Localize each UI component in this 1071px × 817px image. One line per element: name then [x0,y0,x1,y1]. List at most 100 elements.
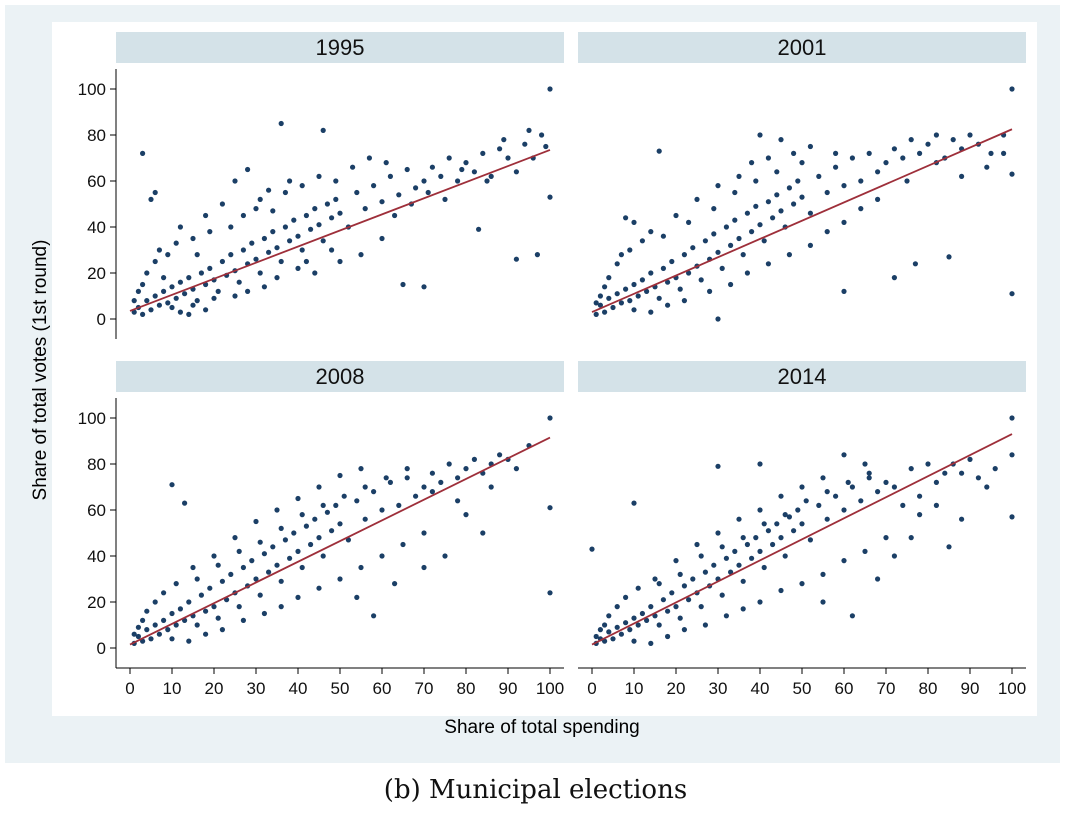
data-point [992,466,998,472]
data-point [140,281,146,288]
data-point [858,206,864,212]
data-point [333,502,339,508]
data-point [144,270,150,276]
data-point [438,479,444,485]
data-point [413,185,419,191]
data-point [1009,514,1015,520]
data-point [312,516,318,522]
data-point [753,178,759,184]
data-point [686,597,692,603]
y-tick-label: 100 [78,409,106,428]
data-point [131,298,137,304]
data-point [908,535,914,541]
data-point [295,233,301,239]
data-point [719,592,725,598]
data-point [757,599,763,605]
data-point [602,309,608,315]
data-point [463,511,469,518]
data-point [194,298,200,304]
data-point [455,475,461,481]
data-point [219,627,225,633]
data-point [484,178,490,184]
data-point [429,470,435,476]
x-tick-label: 40 [289,679,308,698]
data-point [219,258,225,265]
data-point [333,196,339,202]
data-point [908,137,914,143]
data-point [274,562,280,568]
data-point [362,516,368,522]
data-point [765,199,772,205]
data-point [354,594,360,601]
data-point [198,270,204,276]
data-point [261,610,267,617]
data-point [656,295,662,301]
data-point [320,127,326,133]
data-point [593,300,599,306]
data-point [791,150,797,156]
data-point [383,160,389,166]
data-point [282,189,288,196]
data-point [240,617,246,624]
data-point [547,415,553,421]
data-point [686,219,692,225]
data-point [660,233,667,239]
data-point [156,631,162,637]
data-point [245,166,251,173]
data-point [299,564,305,571]
data-point [648,640,654,647]
data-point [786,185,793,191]
data-point [891,484,898,490]
data-point [883,479,889,485]
data-point [173,622,179,628]
data-point [833,493,839,499]
data-point [589,546,595,552]
data-point [833,150,839,156]
data-point [312,270,318,276]
data-point [925,141,931,147]
data-point [820,571,826,578]
data-point [807,537,814,543]
data-point [614,261,620,267]
data-point [219,201,225,207]
data-point [135,288,141,294]
data-point [635,585,641,591]
data-point [228,252,234,258]
data-point [648,309,654,315]
fit-line [591,433,1013,646]
data-point [392,581,398,587]
data-point [656,581,662,587]
data-point [455,178,461,184]
y-tick-label: 20 [87,264,106,283]
data-point [774,192,780,198]
data-point [891,146,898,152]
data-point [505,155,511,161]
data-point [236,604,242,610]
data-point [278,525,284,532]
data-point [631,281,637,288]
data-point [190,564,196,571]
data-point [362,206,368,212]
data-point [694,541,700,548]
data-point [161,288,167,294]
data-point [148,196,154,202]
data-point [946,254,952,260]
data-point [639,238,646,244]
data-point [778,587,784,594]
data-point [379,553,385,559]
data-point [639,610,646,617]
data-point [644,617,650,624]
data-point [333,178,339,184]
data-point [618,252,625,258]
data-point [513,256,520,262]
data-point [736,173,742,179]
x-tick-label: 0 [587,679,596,698]
data-point [337,576,343,582]
data-point [715,316,721,322]
data-point [261,235,267,242]
data-point [442,196,448,202]
data-point [144,627,150,633]
data-point [392,212,398,219]
data-point [299,183,305,189]
